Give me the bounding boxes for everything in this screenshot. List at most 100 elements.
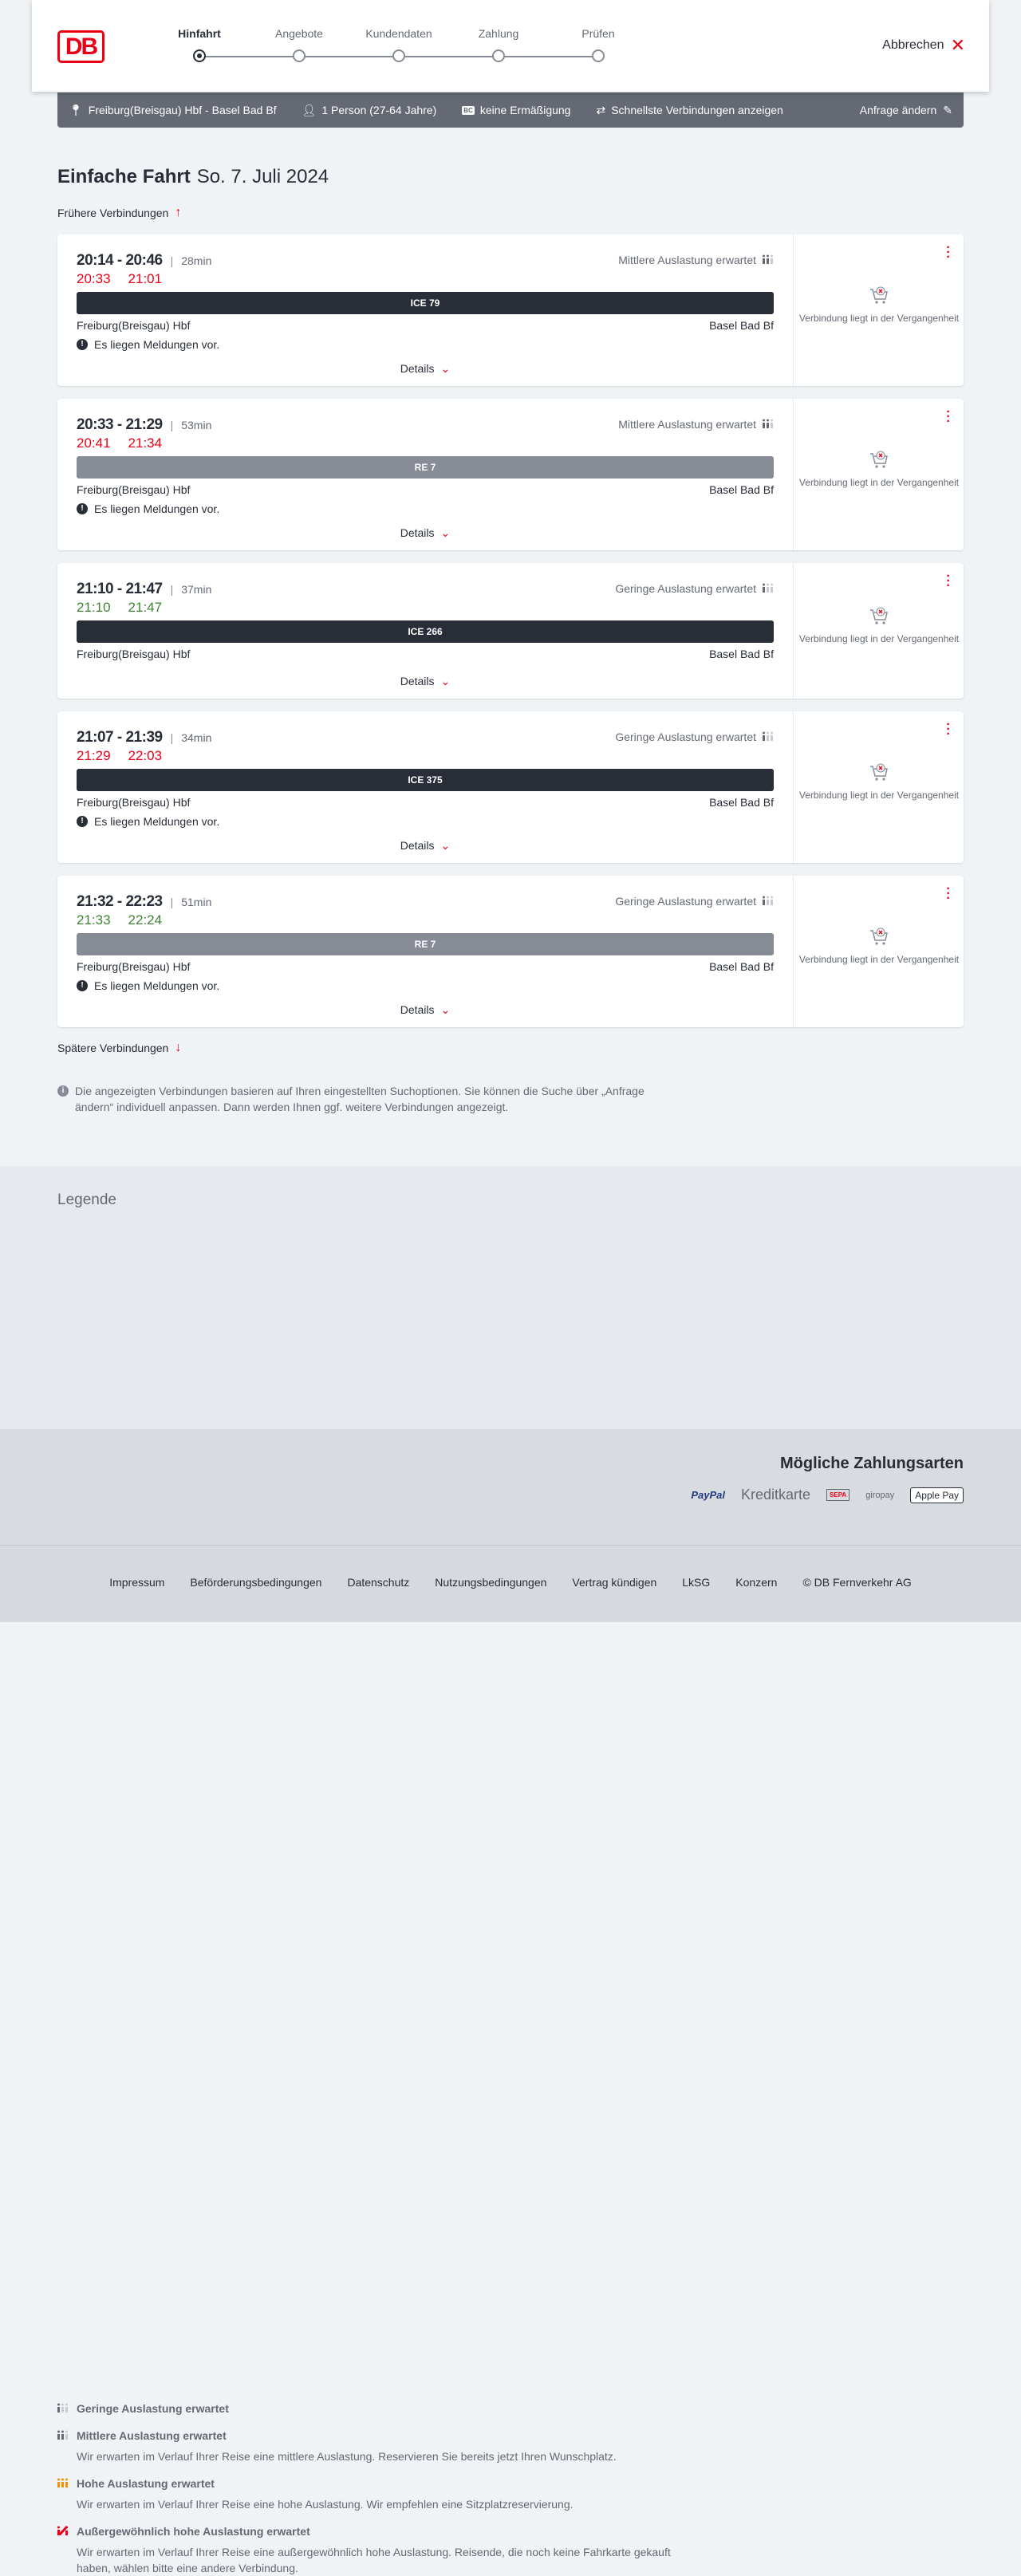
- occupancy-icon: [763, 731, 774, 743]
- booking-panel: · · · Verbindung liegt in der Vergangenhei…: [793, 234, 964, 386]
- occupancy-text: Geringe Auslastung erwartet: [615, 731, 756, 743]
- notice-text: Es liegen Meldungen vor.: [94, 338, 220, 351]
- details-toggle[interactable]: Details ⌄: [400, 839, 451, 853]
- origin-station: Freiburg(Breisgau) Hbf: [77, 483, 191, 496]
- past-connection-text: Verbindung liegt in der Vergangenheit: [798, 477, 960, 488]
- footer-link[interactable]: Konzern: [735, 1576, 778, 1589]
- occupancy-text: Geringe Auslastung erwartet: [615, 895, 756, 908]
- connection-card: 21:32 - 22:23 51min 21:33 22:24 Geringe Au…: [57, 876, 964, 1027]
- chevron-down-icon: ⌄: [440, 1003, 451, 1016]
- past-connection-text: Verbindung liegt in der Vergangenheit: [798, 954, 960, 965]
- footer-link[interactable]: Nutzungsbedingungen: [435, 1576, 547, 1589]
- time-range: 21:32 - 22:23: [77, 893, 163, 910]
- connection-card: 21:10 - 21:47 37min 21:10 21:47 Geringe Au…: [57, 563, 964, 699]
- more-options-icon[interactable]: · · ·: [946, 569, 951, 593]
- train-bar[interactable]: ICE 266: [77, 620, 774, 643]
- details-toggle[interactable]: Details ⌄: [400, 362, 451, 376]
- exclamation-icon: !: [77, 816, 88, 827]
- more-options-icon[interactable]: · · ·: [946, 405, 951, 428]
- booking-panel: · · · Verbindung liegt in der Vergangenhei…: [793, 399, 964, 550]
- notice: ! Es liegen Meldungen vor.: [77, 502, 219, 515]
- payment-logos: PayPal Kreditkarte SEPA giropay Apple Pay: [691, 1487, 964, 1503]
- legend-item: Außergewöhnlich hohe Auslastung erwartet…: [57, 2525, 696, 2576]
- earlier-connections-link[interactable]: Frühere Verbindungen ↑: [57, 206, 181, 220]
- fastest-text: Schnellste Verbindungen anzeigen: [611, 104, 783, 116]
- swap-arrows-icon: ⇄: [596, 103, 606, 116]
- time-range: 21:10 - 21:47: [77, 581, 163, 597]
- payment-logo-giropay: giropay: [865, 1490, 895, 1500]
- occupancy-icon: [763, 582, 774, 595]
- step-dot: [293, 49, 306, 62]
- planned-times: 20:14 - 20:46 28min: [77, 252, 211, 270]
- exclamation-icon: !: [77, 503, 88, 514]
- realtime-arrival: 21:34: [128, 435, 163, 451]
- later-connections-link[interactable]: Spätere Verbindungen ↓: [57, 1041, 181, 1055]
- more-options-icon[interactable]: · · ·: [946, 882, 951, 905]
- step-dot: [592, 49, 605, 62]
- payment-logo-apple-pay: Apple Pay: [910, 1487, 964, 1503]
- bahncard-icon: BC: [462, 105, 475, 115]
- footer-link[interactable]: Impressum: [109, 1576, 165, 1589]
- location-pin-icon: 📍︎: [69, 103, 83, 116]
- later-label: Spätere Verbindungen: [57, 1042, 169, 1054]
- footer-link[interactable]: LkSG: [682, 1576, 711, 1589]
- payment-logo-paypal: PayPal: [691, 1489, 725, 1501]
- info-note: i Die angezeigten Verbindungen basieren a…: [57, 1083, 680, 1115]
- step-label: Prüfen: [581, 27, 615, 40]
- train-bar[interactable]: RE 7: [77, 933, 774, 955]
- route-text: Freiburg(Breisgau) Hbf - Basel Bad Bf: [88, 104, 277, 116]
- details-toggle[interactable]: Details ⌄: [400, 1003, 451, 1017]
- duration: 51min: [171, 896, 212, 908]
- cancel-button[interactable]: Abbrechen ✕: [882, 37, 965, 54]
- chevron-down-icon: ⌄: [440, 362, 451, 375]
- details-toggle[interactable]: Details ⌄: [400, 675, 451, 688]
- change-request-button[interactable]: Anfrage ändern ✎: [860, 104, 952, 117]
- realtime-arrival: 21:47: [128, 600, 163, 615]
- legend-title-text: Außergewöhnlich hohe Auslastung erwartet: [77, 2525, 310, 2538]
- realtime-times: 20:41 21:34: [77, 435, 179, 451]
- cancel-label: Abbrechen: [882, 38, 944, 52]
- time-range: 20:14 - 20:46: [77, 252, 163, 269]
- fastest-connections-option[interactable]: ⇄ Schnellste Verbindungen anzeigen: [596, 104, 783, 117]
- duration: 28min: [171, 254, 212, 267]
- occupancy-text: Mittlere Auslastung erwartet: [618, 254, 756, 266]
- planned-times: 21:07 - 21:39 34min: [77, 729, 211, 746]
- time-range: 20:33 - 21:29: [77, 416, 163, 433]
- more-options-icon[interactable]: · · ·: [946, 241, 951, 264]
- occupancy-info: Mittlere Auslastung erwartet: [618, 254, 774, 266]
- details-toggle[interactable]: Details ⌄: [400, 526, 451, 540]
- legend-section: Legende Geringe Auslastung erwartet Mittl…: [0, 1166, 1021, 2574]
- occupancy-icon: [763, 418, 774, 431]
- connection-main: 20:33 - 21:29 53min 20:41 21:34 Mittlere A…: [77, 399, 774, 550]
- origin-station: Freiburg(Breisgau) Hbf: [77, 960, 191, 973]
- step-label: Kundendaten: [365, 27, 432, 40]
- pencil-icon: ✎: [943, 103, 952, 116]
- planned-times: 20:33 - 21:29 53min: [77, 416, 211, 434]
- persons-text: 1 Person (27-64 Jahre): [321, 104, 437, 116]
- connection-main: 20:14 - 20:46 28min 20:33 21:01 Mittlere A…: [77, 234, 774, 386]
- legend-item-title: Mittlere Auslastung erwartet: [57, 2429, 696, 2442]
- train-bar[interactable]: ICE 375: [77, 769, 774, 791]
- footer-link[interactable]: Beförderungsbedingungen: [190, 1576, 322, 1589]
- connection-main: 21:10 - 21:47 37min 21:10 21:47 Geringe Au…: [77, 563, 774, 699]
- payment-title: Mögliche Zahlungsarten: [779, 1455, 964, 1472]
- legend-description: Wir erwarten im Verlauf Ihrer Reise eine…: [77, 2498, 574, 2511]
- legend-description: Wir erwarten im Verlauf Ihrer Reise eine…: [77, 2546, 671, 2574]
- legend-title-text: Hohe Auslastung erwartet: [77, 2477, 215, 2490]
- step-dot: [492, 49, 505, 62]
- footer-link[interactable]: Vertrag kündigen: [572, 1576, 657, 1589]
- realtime-arrival: 21:01: [128, 271, 163, 286]
- realtime-departure: 21:10: [77, 600, 111, 615]
- db-logo[interactable]: DB: [57, 30, 104, 63]
- person-icon: 👤︎: [302, 103, 317, 116]
- connection-main: 21:32 - 22:23 51min 21:33 22:24 Geringe Au…: [77, 876, 774, 1027]
- more-options-icon[interactable]: · · ·: [946, 718, 951, 741]
- legend-description: Wir erwarten im Verlauf Ihrer Reise eine…: [77, 2450, 617, 2463]
- train-bar[interactable]: RE 7: [77, 456, 774, 479]
- footer-link[interactable]: © DB Fernverkehr AG: [802, 1576, 912, 1589]
- arrow-up-icon: ↑: [175, 206, 182, 219]
- train-bar[interactable]: ICE 79: [77, 292, 774, 314]
- payment-logo-sepa: SEPA: [826, 1489, 850, 1501]
- realtime-departure: 21:29: [77, 748, 111, 763]
- footer-link[interactable]: Datenschutz: [347, 1576, 410, 1589]
